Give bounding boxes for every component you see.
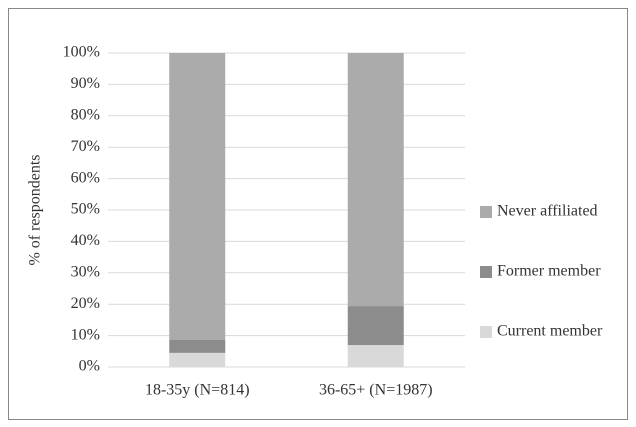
y-tick-label: 50% bbox=[71, 201, 100, 218]
bar-segment bbox=[169, 352, 226, 367]
y-tick-label: 80% bbox=[71, 106, 100, 123]
bar-segment bbox=[169, 53, 226, 340]
legend-swatch bbox=[480, 326, 492, 338]
bar-segment bbox=[169, 339, 226, 353]
bar-segment bbox=[347, 345, 404, 367]
bar-segment bbox=[347, 306, 404, 346]
x-tick-label: 18-35y (N=814) bbox=[145, 382, 250, 399]
chart-frame bbox=[8, 8, 628, 420]
y-tick-label: 0% bbox=[79, 358, 100, 375]
legend-label: Former member bbox=[497, 263, 601, 280]
y-tick-label: 30% bbox=[71, 263, 100, 280]
legend-swatch bbox=[480, 266, 492, 278]
y-tick-label: 100% bbox=[63, 44, 100, 61]
legend-swatch bbox=[480, 206, 492, 218]
y-tick-label: 60% bbox=[71, 169, 100, 186]
y-tick-label: 10% bbox=[71, 326, 100, 343]
y-tick-label: 40% bbox=[71, 232, 100, 249]
legend-label: Never affiliated bbox=[497, 203, 598, 220]
legend-label: Current member bbox=[497, 323, 603, 340]
y-tick-label: 20% bbox=[71, 295, 100, 312]
y-axis-label: % of respondents bbox=[27, 154, 44, 265]
x-tick-label: 36-65+ (N=1987) bbox=[319, 382, 433, 399]
bar-segment bbox=[347, 53, 404, 307]
y-tick-label: 90% bbox=[71, 75, 100, 92]
y-tick-label: 70% bbox=[71, 138, 100, 155]
